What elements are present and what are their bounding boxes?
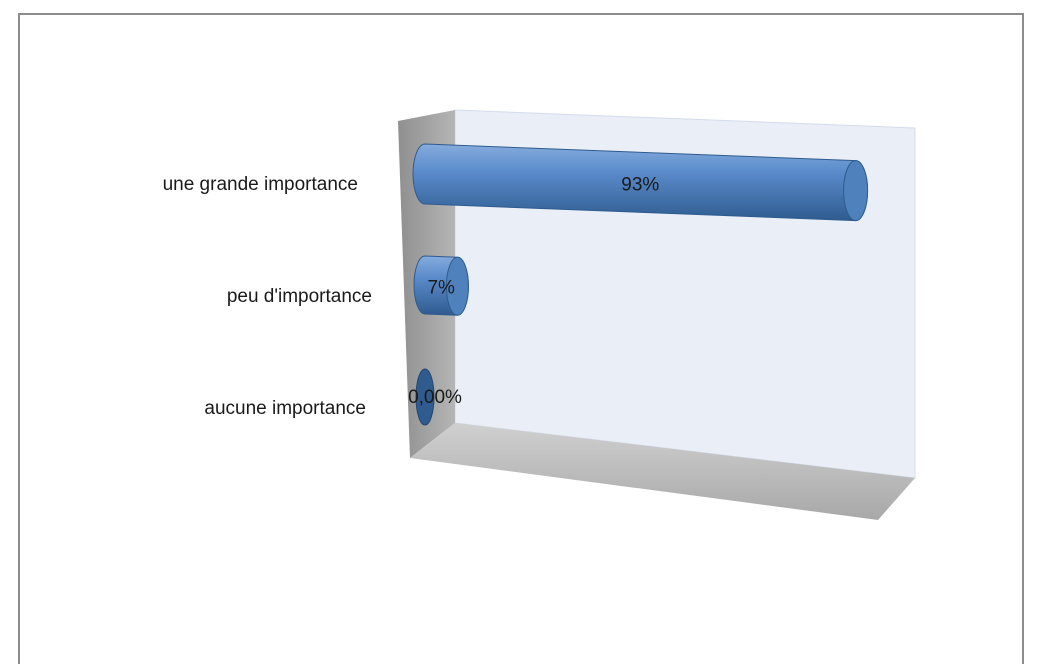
category-label: peu d'importance	[227, 286, 372, 307]
bar	[413, 255, 469, 316]
bar-end-cap	[445, 256, 469, 316]
bar-end-cap	[415, 368, 435, 426]
bar	[415, 368, 435, 426]
category-label: une grande importance	[163, 174, 358, 195]
data-label: 7%	[427, 278, 455, 299]
bar	[412, 143, 869, 222]
bar-end-cap	[843, 160, 869, 222]
category-label: aucune importance	[204, 398, 366, 419]
data-label: 0,00%	[408, 387, 462, 408]
floor	[410, 423, 915, 520]
data-label: 93%	[621, 174, 659, 195]
